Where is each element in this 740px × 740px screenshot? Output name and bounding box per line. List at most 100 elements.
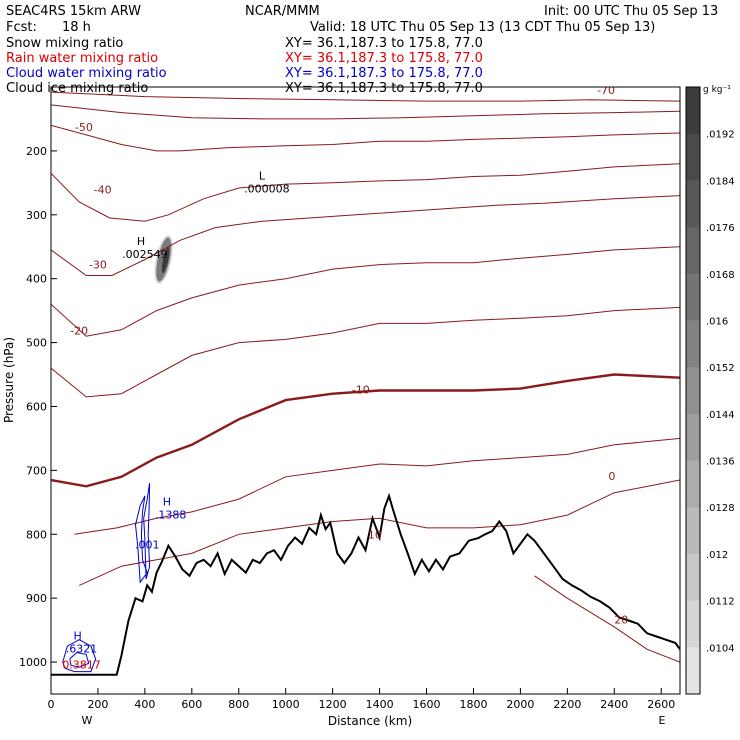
y-tick-label: 500 <box>26 337 47 350</box>
colorbar-tick-label: .0152 <box>706 363 735 374</box>
x-tick-label: 2400 <box>600 698 628 711</box>
temperature-contour-10 <box>74 437 680 535</box>
x-axis-label: Distance (km) <box>328 714 412 728</box>
temperature-contour-minus70 <box>51 91 680 102</box>
colorbar-tick-label: .0184 <box>706 176 735 187</box>
contour-label: 0 <box>608 470 615 483</box>
colorbar-swatch <box>686 460 700 508</box>
cloud-water-contour <box>143 483 151 580</box>
field-rain-name: Rain water mixing ratio <box>6 51 158 66</box>
colorbar-tick-label: .0112 <box>706 597 735 608</box>
forecast-hour: 18 h <box>62 20 91 35</box>
terrain-line <box>51 492 680 676</box>
cloud-water-contour <box>69 651 90 668</box>
colorbar-swatch <box>686 507 700 555</box>
valid-time: Valid: 18 UTC Thu 05 Sep 13 (13 CDT Thu … <box>310 20 655 35</box>
contour-label: -50 <box>75 121 93 134</box>
colorbar-swatch <box>686 87 700 135</box>
colorbar-tick-label: .0168 <box>706 270 735 281</box>
x-tick-label: 1400 <box>366 698 394 711</box>
temperature-contour-minus40 <box>51 163 680 222</box>
colorbar-tick-label: .016 <box>706 316 728 327</box>
colorbar-swatch <box>686 180 700 228</box>
cloud-water-contour <box>62 639 97 673</box>
field-cloudwater-name: Cloud water mixing ratio <box>6 66 167 81</box>
field-cloudice-xy: XY= 36.1,187.3 to 175.8, 77.0 <box>285 81 483 96</box>
x-tick-label: 1000 <box>272 698 300 711</box>
temperature-contour-minus30 <box>51 195 680 276</box>
contour-label: -70 <box>597 84 615 97</box>
colorbar-tick-label: .0144 <box>706 410 735 421</box>
field-cloudwater-xy: XY= 36.1,187.3 to 175.8, 77.0 <box>285 66 483 81</box>
extremum-marker-H: H <box>137 235 145 248</box>
y-axis-label: Pressure (hPa) <box>2 337 16 423</box>
colorbar-swatch <box>686 320 700 368</box>
temperature-contour-minus20 <box>51 246 680 337</box>
temperature-contour-30 <box>534 575 680 663</box>
x-tick-label: 1200 <box>319 698 347 711</box>
contour-label: 10 <box>368 529 382 542</box>
field-cloudice-name: Cloud ice mixing ratio <box>6 81 148 96</box>
x-tick-label: 1600 <box>413 698 441 711</box>
temperature-contour-minus50 <box>51 124 680 152</box>
x-tick-label: 400 <box>134 698 155 711</box>
init-time: Init: 00 UTC Thu 05 Sep 13 <box>544 4 718 19</box>
forecast-label: Fcst: <box>6 20 37 35</box>
model-title: SEAC4RS 15km ARW <box>6 4 141 19</box>
colorbar-swatch <box>686 227 700 275</box>
contour-label: -30 <box>89 258 107 271</box>
y-tick-label: 600 <box>26 400 47 413</box>
colorbar-tick-label: .012 <box>706 550 728 561</box>
colorbar-swatch <box>686 600 700 648</box>
colorbar-swatch <box>686 553 700 602</box>
extremum-value: .002549 <box>122 248 168 261</box>
colorbar-swatch <box>686 647 700 695</box>
colorbar-swatch <box>686 273 700 321</box>
contour-label: -72.91 <box>548 74 583 87</box>
colorbar-tick-label: .0136 <box>706 457 735 468</box>
colorbar-swatch <box>686 367 700 415</box>
x-tick-label: 1800 <box>459 698 487 711</box>
colorbar-frame <box>685 86 701 695</box>
x-tick-label: 600 <box>181 698 202 711</box>
contour-label: -20 <box>70 324 88 337</box>
extremum-marker-L: L <box>259 169 266 182</box>
y-tick-label: 200 <box>26 145 47 158</box>
temperature-contour-0 <box>51 373 680 488</box>
extremum-value: .000008 <box>244 182 290 195</box>
extremum-value: .001 <box>135 538 160 551</box>
contour-label: -72.17 <box>651 75 686 88</box>
contour-label: 20 <box>614 614 628 627</box>
plot-frame <box>50 86 681 695</box>
y-tick-label: 700 <box>26 464 47 477</box>
colorbar-swatch <box>686 413 700 462</box>
y-tick-label: 1000 <box>19 656 47 669</box>
colorbar-tick-label: .0176 <box>706 223 735 234</box>
endpoint-east: E <box>659 714 666 727</box>
x-tick-label: 200 <box>87 698 108 711</box>
field-snow-name: Snow mixing ratio <box>6 36 123 51</box>
extremum-value: 0.3817 <box>62 658 101 671</box>
y-tick-label: 300 <box>26 209 47 222</box>
colorbar: .0192 .0184 .0176 .0168 .016 .0152 .0144 .0136.… <box>685 86 735 695</box>
cloud-ice-shade-core <box>161 246 170 274</box>
contour-label: -10 <box>352 384 370 397</box>
colorbar-tick-label: .0128 <box>706 503 735 514</box>
colorbar-tick-label: .0104 <box>706 643 735 654</box>
plot-area: -71.27 -72.91 -72.17 -70 -50 -40 -30 -20 -10 0 10 2… <box>19 74 686 711</box>
org-title: NCAR/MMM <box>245 4 320 19</box>
x-tick-label: 2600 <box>647 698 675 711</box>
extremum-marker-H: H <box>74 629 82 642</box>
plot-inner: -71.27 -72.91 -72.17 -70 -50 -40 -30 -20 -10 0 10 2… <box>51 74 686 676</box>
temperature-contour-minus60 <box>51 104 680 120</box>
x-tick-label: 0 <box>48 698 55 711</box>
colorbar-swatch <box>686 133 700 181</box>
field-snow-xy: XY= 36.1,187.3 to 175.8, 77.0 <box>285 36 483 51</box>
extremum-value: .1388 <box>155 508 187 521</box>
colorbar-unit: g kg⁻¹ <box>703 85 731 95</box>
cloud-water-contour <box>134 495 148 584</box>
temperature-contour-minus10 <box>51 306 680 398</box>
contour-label: -71.27 <box>137 76 172 89</box>
field-rain-xy: XY= 36.1,187.3 to 175.8, 77.0 <box>285 51 483 66</box>
